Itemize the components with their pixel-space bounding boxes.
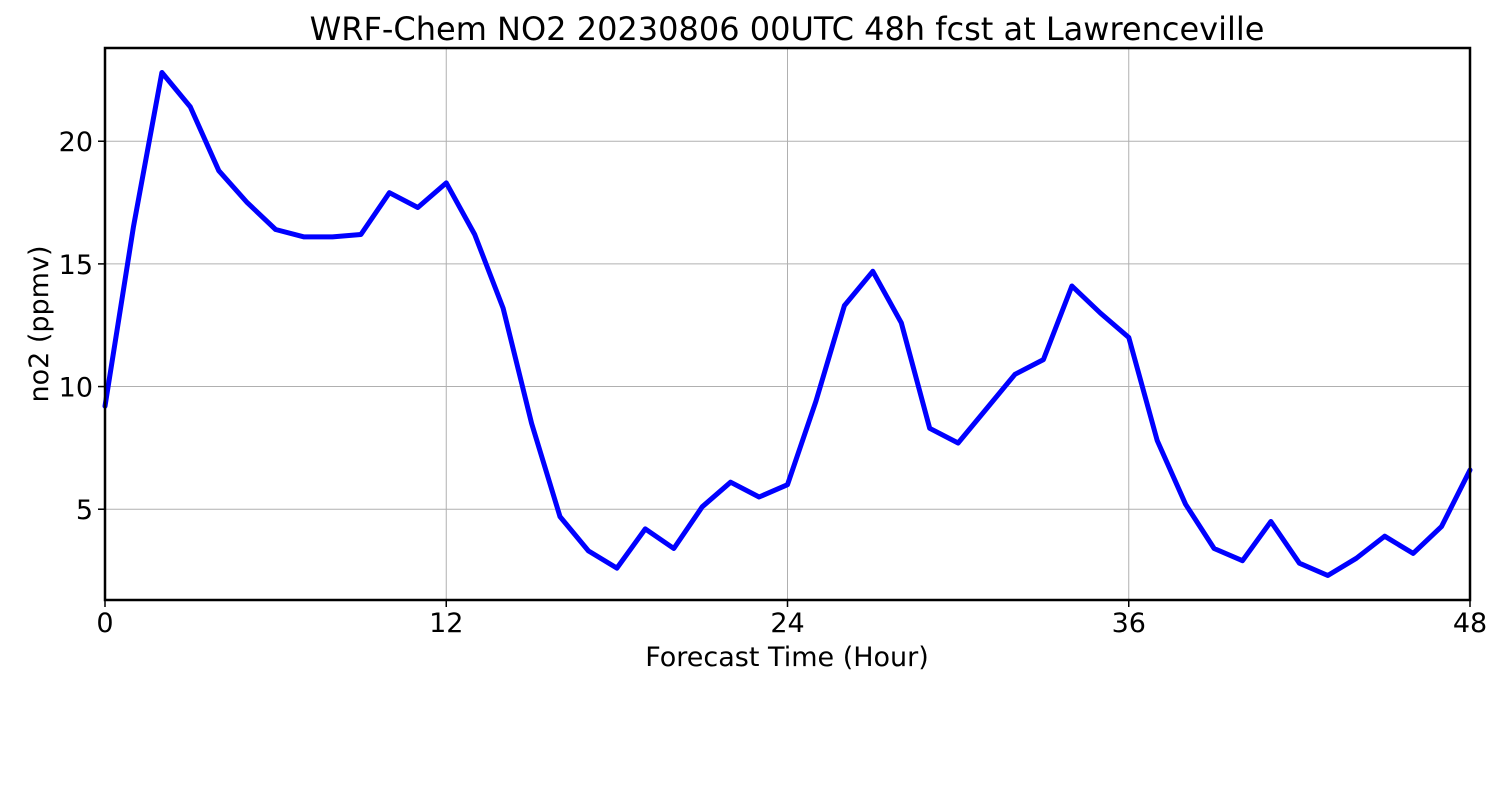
y-axis-label: no2 (ppmv) bbox=[24, 245, 55, 402]
y-tick-label: 5 bbox=[76, 495, 93, 526]
y-tick-label: 15 bbox=[59, 250, 93, 281]
y-tick-label: 10 bbox=[59, 373, 93, 404]
grid-lines bbox=[104, 48, 1471, 600]
series-layer bbox=[102, 70, 1473, 578]
x-tick-label: 36 bbox=[1112, 608, 1146, 639]
x-tick-label: 12 bbox=[429, 608, 463, 639]
chart-title: WRF-Chem NO2 20230806 00UTC 48h fcst at … bbox=[310, 10, 1265, 48]
x-axis-label: Forecast Time (Hour) bbox=[645, 642, 929, 673]
x-tick-label: 48 bbox=[1453, 608, 1487, 639]
no2-series-line bbox=[102, 70, 1473, 578]
axis-ticks: 0 12 24 36 48 5 10 15 20 bbox=[59, 127, 1488, 639]
y-tick-label: 20 bbox=[59, 127, 93, 158]
x-tick-label: 24 bbox=[770, 608, 804, 639]
x-tick-label: 0 bbox=[96, 608, 113, 639]
